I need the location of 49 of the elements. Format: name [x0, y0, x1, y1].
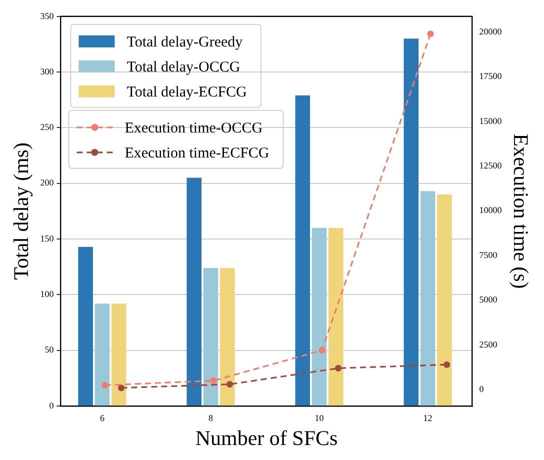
y-axis-title: Total delay (ms): [9, 142, 34, 280]
point: [427, 30, 434, 38]
point: [210, 377, 217, 384]
bar: [312, 228, 327, 406]
bar: [186, 178, 202, 406]
bar: [437, 194, 452, 406]
legend-label: Total delay-OCCG: [126, 59, 240, 76]
bar: [111, 304, 126, 406]
legend-label: Execution time-OCCG: [124, 120, 263, 136]
x-tick-label: 10: [314, 412, 324, 423]
bar: [94, 304, 110, 406]
x-tick-label: 8: [208, 412, 214, 423]
y2-tick-label: 15000: [479, 116, 502, 126]
x-tick-label: 6: [100, 412, 105, 423]
bar: [220, 268, 235, 406]
y2-axis-title: Execution time (s): [508, 134, 533, 289]
bar: [420, 191, 436, 406]
y-tick-label: 150: [40, 233, 54, 244]
y-tick-label: 300: [40, 66, 54, 76]
x-tick-label: 12: [423, 412, 432, 423]
y2-tick-label: 20000: [479, 26, 502, 36]
point: [118, 384, 125, 392]
point: [334, 364, 342, 372]
y2-tick-label: 5000: [479, 294, 498, 305]
point: [226, 380, 234, 388]
legend-label: Total delay-Greedy: [126, 34, 244, 50]
bar: [78, 246, 93, 406]
y-tick-label: 200: [40, 178, 54, 188]
y2-tick-label: 7500: [479, 250, 498, 260]
y2-tick-label: 0: [479, 384, 484, 394]
y2-tick-label: 10000: [479, 205, 502, 216]
x-axis-title: Number of SFCs: [195, 426, 338, 450]
point: [443, 361, 450, 368]
bar: [328, 228, 344, 406]
y2-tick-label: 12500: [479, 160, 502, 171]
bar: [404, 38, 419, 406]
point: [102, 382, 108, 388]
point: [318, 347, 326, 354]
legend-label: Execution time-ECFCG: [124, 145, 270, 162]
y2-tick-label: 2500: [479, 339, 498, 350]
legend-label: Total delay-ECFCG: [126, 84, 248, 100]
y-tick-label: 250: [40, 122, 54, 132]
bar: [295, 95, 310, 406]
bar: [203, 268, 218, 406]
y-tick-label: 350: [40, 10, 54, 21]
y-tick-label: 100: [40, 289, 54, 300]
y2-tick-label: 17500: [479, 71, 502, 82]
y-tick-label: 50: [44, 344, 54, 355]
y-tick-label: 0: [49, 400, 54, 410]
